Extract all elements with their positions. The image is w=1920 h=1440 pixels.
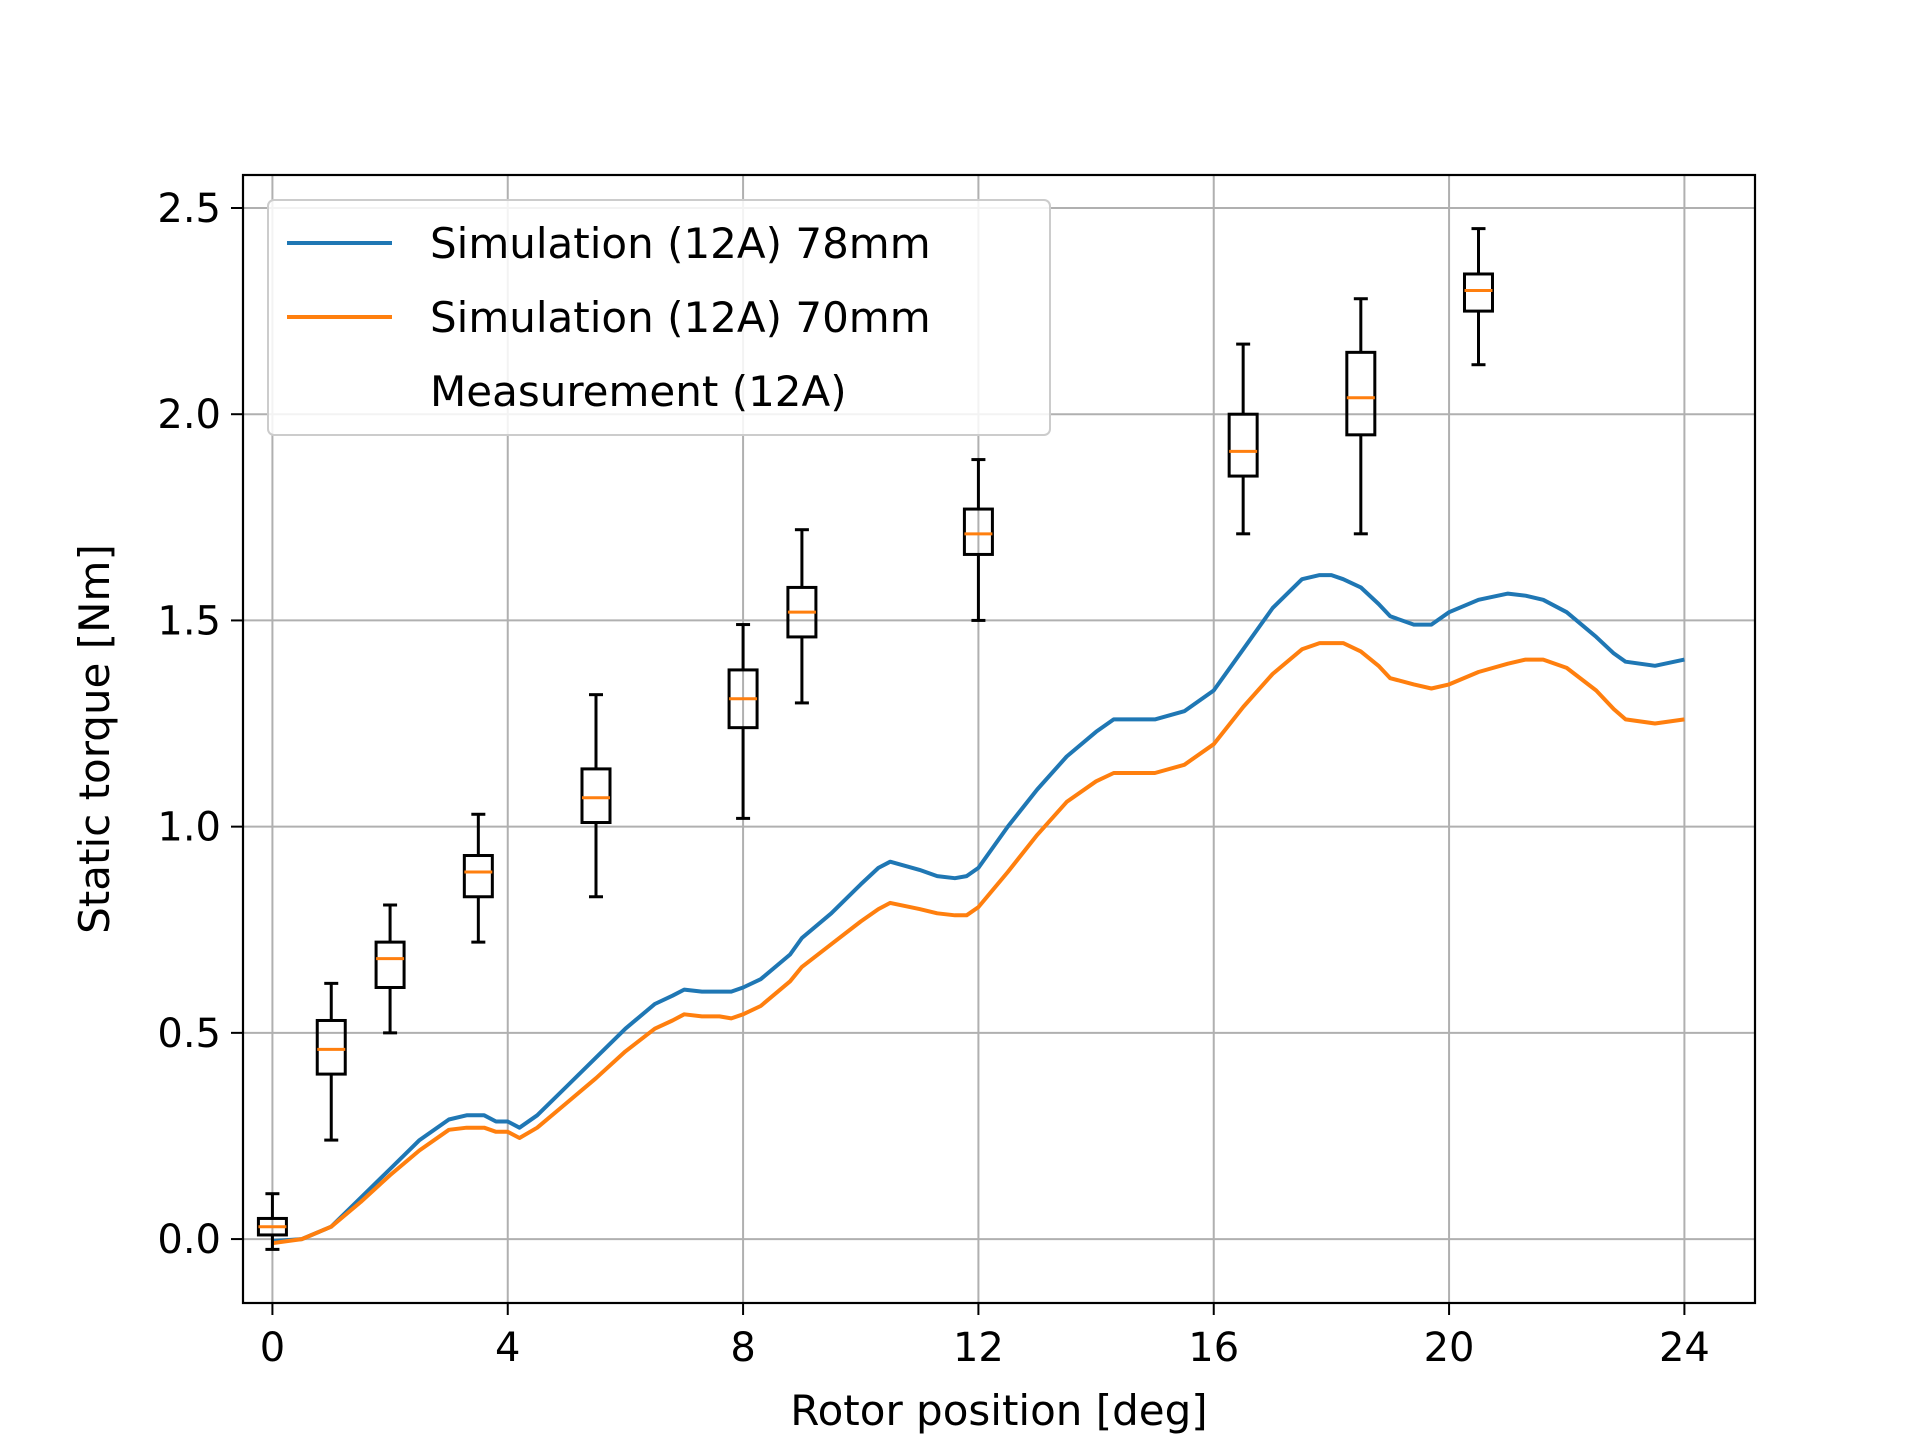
x-tick-label: 24 <box>1659 1325 1710 1371</box>
legend-entry-measurement: Measurement (12A) <box>430 367 847 416</box>
x-tick-label: 4 <box>495 1325 520 1371</box>
boxplot <box>1462 227 1494 367</box>
axis-ticks: 0 4 8 12 16 20 24 0.0 0.5 1.0 1.5 2.0 2.5 <box>157 186 1709 1371</box>
boxplot <box>727 623 759 820</box>
legend: Simulation (12A) 78mm Simulation (12A) 7… <box>267 199 1051 436</box>
boxplot <box>580 693 612 899</box>
boxplot <box>374 903 406 1035</box>
y-tick-label: 2.5 <box>157 186 221 232</box>
legend-entry-70mm: Simulation (12A) 70mm <box>430 293 931 342</box>
x-tick-label: 20 <box>1424 1325 1475 1371</box>
y-tick-label: 0.5 <box>157 1011 221 1057</box>
plot-frame <box>241 173 1757 1305</box>
y-axis-label: Static torque [Nm] <box>70 544 119 934</box>
boxplot-box <box>580 767 612 825</box>
boxplot-box <box>462 854 494 899</box>
legend-frame <box>267 199 1051 436</box>
x-tick-label: 16 <box>1188 1325 1239 1371</box>
boxplot-box <box>1227 412 1259 478</box>
x-tick-label: 0 <box>260 1325 285 1371</box>
boxplot-box <box>1462 272 1494 313</box>
boxplot-box <box>962 507 994 556</box>
x-tick-label: 8 <box>730 1325 755 1371</box>
legend-entry-78mm: Simulation (12A) 78mm <box>430 219 931 268</box>
boxplot <box>256 1192 288 1251</box>
y-tick-label: 0.0 <box>157 1217 221 1263</box>
y-tick-label: 1.0 <box>157 805 221 851</box>
boxplot-box <box>374 940 406 989</box>
y-tick-label: 1.5 <box>157 598 221 644</box>
boxplot <box>1227 342 1259 536</box>
x-tick-label: 12 <box>953 1325 1004 1371</box>
series-line-78mm <box>272 573 1685 1244</box>
boxplot <box>315 981 347 1142</box>
y-tick-label: 2.0 <box>157 392 221 438</box>
boxplot-box <box>1345 350 1377 437</box>
boxplot <box>786 528 818 705</box>
boxplot <box>962 458 994 622</box>
boxplot <box>1345 297 1377 536</box>
measurement-boxplots <box>256 227 1494 1251</box>
series-line-70mm <box>272 641 1685 1246</box>
boxplot-box <box>315 1018 347 1076</box>
boxplot <box>462 812 494 944</box>
x-axis-label: Rotor position [deg] <box>790 1386 1207 1435</box>
series-lines <box>272 573 1685 1246</box>
